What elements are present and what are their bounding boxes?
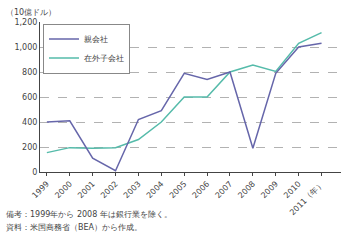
- svg-text:1999: 1999: [30, 179, 51, 200]
- svg-text:2010: 2010: [282, 179, 303, 200]
- svg-text:親会社: 親会社: [84, 35, 108, 44]
- svg-text:200: 200: [22, 143, 37, 152]
- svg-text:2000: 2000: [53, 179, 74, 200]
- svg-text:2003: 2003: [122, 179, 143, 200]
- svg-text:2006: 2006: [191, 179, 212, 200]
- svg-text:在外子会社: 在外子会社: [84, 54, 124, 63]
- svg-text:600: 600: [22, 93, 37, 102]
- svg-text:0: 0: [32, 168, 37, 177]
- svg-text:1,200: 1,200: [14, 18, 37, 27]
- svg-text:2011（年）: 2011（年）: [288, 179, 326, 217]
- svg-text:2001: 2001: [76, 179, 97, 200]
- svg-text:2009: 2009: [259, 179, 280, 200]
- svg-text:2008: 2008: [236, 179, 257, 200]
- svg-text:資料：米国商務省（BEA）から作成。: 資料：米国商務省（BEA）から作成。: [6, 223, 142, 232]
- svg-text:1,000: 1,000: [14, 43, 37, 52]
- svg-text:400: 400: [22, 118, 37, 127]
- svg-text:（10億ドル）: （10億ドル）: [6, 8, 56, 17]
- svg-text:備考：1999年から 2008 年は銀行業を除く。: 備考：1999年から 2008 年は銀行業を除く。: [6, 210, 172, 219]
- svg-text:2005: 2005: [168, 179, 189, 200]
- svg-text:2007: 2007: [213, 179, 234, 200]
- svg-text:800: 800: [22, 68, 37, 77]
- svg-text:2004: 2004: [145, 179, 166, 200]
- svg-text:2002: 2002: [99, 179, 120, 200]
